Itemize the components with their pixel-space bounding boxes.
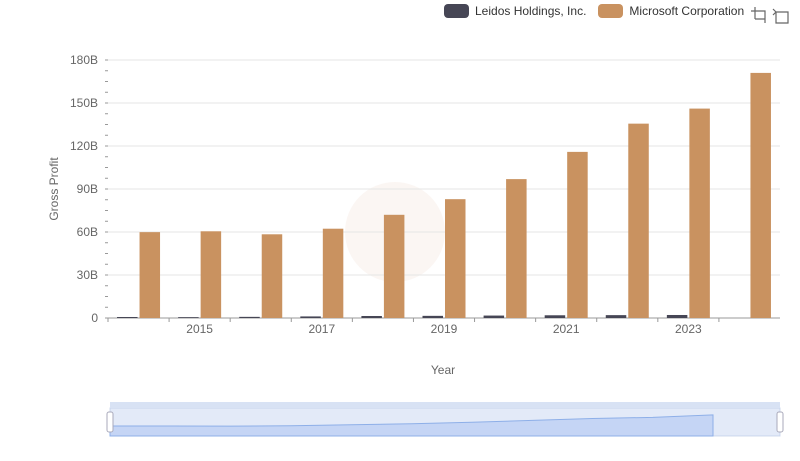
- bar-leidos-2016[interactable]: [239, 316, 260, 318]
- bar-leidos-2023[interactable]: [666, 314, 688, 318]
- slider-selection[interactable]: [110, 408, 780, 436]
- legend-item-leidos[interactable]: Leidos Holdings, Inc.: [444, 4, 586, 18]
- x-tick-label: 2021: [553, 322, 580, 336]
- y-tick-label: 0: [91, 311, 98, 325]
- slider-preview-area: [109, 414, 714, 437]
- x-tick-label: 2015: [186, 322, 213, 336]
- bar-microsoft-2016[interactable]: [261, 234, 283, 318]
- legend-label-leidos: Leidos Holdings, Inc.: [475, 4, 587, 18]
- bar-leidos-2014[interactable]: [117, 316, 138, 318]
- y-axis: 0 30B 60B 90B 120B 150B 180B: [70, 53, 108, 325]
- zoom-reset-icon[interactable]: [772, 6, 790, 24]
- bar-microsoft-2019[interactable]: [445, 199, 466, 318]
- zoom-area-icon[interactable]: [750, 6, 768, 24]
- x-axis-title: Year: [431, 363, 455, 377]
- legend-item-microsoft[interactable]: Microsoft Corporation: [598, 4, 744, 18]
- bar-microsoft-2018[interactable]: [383, 214, 405, 318]
- legend-swatch-leidos: [444, 4, 469, 18]
- bar-microsoft-2021[interactable]: [567, 151, 588, 318]
- slider-handle-left[interactable]: [106, 411, 114, 433]
- y-tick-label: 30B: [77, 268, 98, 282]
- x-tick-label: 2023: [675, 322, 702, 336]
- y-tick-label: 90B: [77, 182, 98, 196]
- bar-microsoft-2020[interactable]: [506, 179, 527, 318]
- bar-microsoft-2015[interactable]: [200, 231, 222, 318]
- bar-leidos-2015[interactable]: [178, 317, 199, 318]
- bar-leidos-2022[interactable]: [605, 315, 627, 318]
- bar-leidos-2017[interactable]: [300, 316, 321, 318]
- toolbox: [746, 6, 790, 24]
- bar-leidos-2020[interactable]: [483, 315, 505, 318]
- legend: Leidos Holdings, Inc. Microsoft Corporat…: [444, 4, 756, 18]
- bar-microsoft-2024[interactable]: [750, 72, 771, 319]
- x-tick-label: 2019: [431, 322, 458, 336]
- y-tick-label: 120B: [70, 139, 98, 153]
- bar-microsoft-2014[interactable]: [139, 232, 161, 318]
- bar-leidos-2021[interactable]: [544, 315, 566, 318]
- slider-handle-right[interactable]: [776, 411, 784, 433]
- legend-swatch-microsoft: [598, 4, 624, 18]
- x-axis: 2015 2017 2019 2021 2023: [107, 318, 720, 336]
- y-tick-label: 150B: [70, 96, 98, 110]
- y-tick-label: 60B: [77, 225, 98, 239]
- bar-leidos-2018[interactable]: [361, 315, 382, 318]
- bar-microsoft-2017[interactable]: [322, 228, 344, 318]
- bar-series: [117, 72, 771, 319]
- y-axis-title: Gross Profit: [47, 157, 61, 221]
- y-tick-label: 180B: [70, 53, 98, 67]
- legend-label-microsoft: Microsoft Corporation: [629, 4, 745, 18]
- bar-leidos-2019[interactable]: [422, 315, 444, 318]
- x-tick-label: 2017: [308, 322, 335, 336]
- slider-move-bar[interactable]: [110, 402, 780, 408]
- data-zoom-slider[interactable]: [106, 402, 784, 437]
- bar-microsoft-2023[interactable]: [689, 108, 710, 318]
- bar-microsoft-2022[interactable]: [628, 123, 649, 318]
